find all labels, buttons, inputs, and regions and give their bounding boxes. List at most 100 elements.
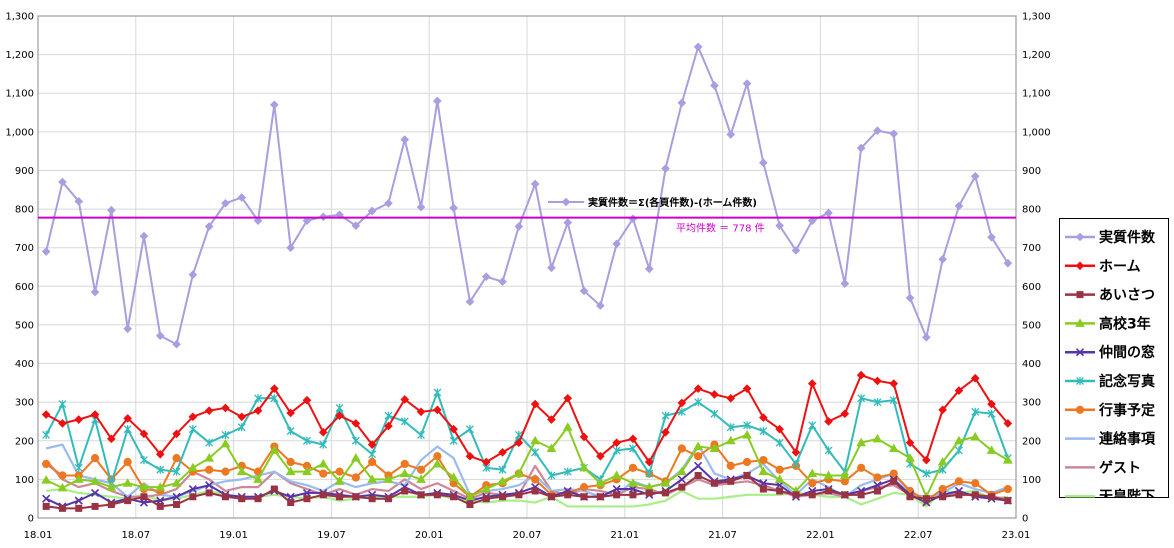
data-point: [124, 497, 132, 505]
data-point: [416, 474, 426, 483]
y-tick-label-left: 1,000: [5, 127, 34, 138]
data-point: [400, 135, 410, 144]
data-point: [726, 461, 735, 470]
data-point: [74, 463, 83, 472]
y-tick-label-left: 600: [15, 282, 34, 293]
data-point: [531, 475, 540, 484]
data-point: [433, 388, 442, 397]
data-point: [139, 456, 148, 465]
data-point: [970, 431, 981, 441]
data-point: [970, 373, 980, 383]
data-point: [497, 476, 508, 485]
data-point: [237, 193, 247, 202]
series-line: [45, 45, 1009, 346]
data-point: [400, 395, 410, 404]
data-point: [514, 438, 524, 448]
data-point: [172, 467, 181, 476]
data-point: [775, 465, 784, 474]
data-point: [155, 331, 165, 341]
data-point: [399, 468, 410, 478]
series-2: [41, 370, 1013, 467]
data-point: [220, 438, 231, 448]
data-point: [776, 487, 784, 495]
data-point: [433, 491, 441, 499]
data-point: [987, 409, 996, 418]
data-point: [1003, 258, 1013, 268]
data-point: [433, 96, 442, 106]
data-point: [825, 487, 833, 495]
data-point: [661, 427, 670, 437]
data-point: [270, 384, 279, 393]
data-point: [562, 422, 573, 431]
data-point: [628, 434, 638, 444]
data-point: [792, 491, 800, 499]
data-point: [368, 450, 377, 459]
series-4: [41, 422, 1013, 501]
data-point: [596, 451, 605, 461]
data-point: [319, 469, 328, 478]
data-point: [677, 98, 687, 108]
data-point: [416, 407, 426, 417]
legend-item: 連絡事項: [1065, 431, 1156, 448]
data-point: [172, 492, 181, 501]
data-point: [873, 487, 881, 495]
data-point: [400, 417, 409, 426]
data-point: [922, 469, 931, 478]
legend-label: 行事予定: [1098, 402, 1155, 419]
data-point: [465, 451, 475, 461]
data-point: [204, 453, 215, 462]
data-point: [205, 481, 214, 490]
data-point: [579, 462, 589, 472]
legend-item: ホーム: [1065, 259, 1141, 275]
data-point: [645, 469, 654, 478]
data-point: [335, 467, 344, 476]
data-point: [710, 81, 719, 90]
data-point: [939, 493, 947, 501]
data-point: [351, 221, 361, 230]
data-point: [123, 414, 132, 423]
data-point: [58, 419, 67, 428]
data-point: [57, 482, 68, 492]
data-point: [269, 445, 280, 454]
data-point: [873, 126, 882, 135]
data-point: [482, 495, 490, 503]
data-point: [513, 468, 524, 478]
data-point: [74, 496, 83, 505]
data-point: [677, 444, 686, 453]
x-tick-label: 23.01: [1002, 530, 1031, 541]
data-point: [221, 403, 230, 413]
data-point: [937, 456, 948, 466]
legend-label: ゲスト: [1099, 459, 1141, 476]
data-point: [237, 412, 247, 422]
data-point: [564, 491, 572, 499]
annotation-group: 実質件数＝Σ(各頁件数)-(ホーム件数): [548, 196, 757, 209]
data-point: [172, 429, 181, 439]
data-point: [481, 457, 491, 467]
data-point: [236, 466, 247, 476]
legend-label: 仲間の窓: [1099, 344, 1155, 361]
data-point: [221, 430, 230, 439]
data-point: [139, 482, 149, 491]
data-point: [188, 484, 197, 494]
data-point: [107, 205, 116, 215]
average-line-group: 平均件数 ＝ 778 件: [38, 216, 1016, 235]
x-tick-label: 18.07: [121, 530, 150, 541]
data-point: [335, 411, 344, 420]
data-point: [253, 474, 263, 483]
data-point: [122, 478, 133, 487]
data-point: [857, 394, 866, 403]
data-point: [872, 433, 883, 443]
data-point: [465, 297, 475, 307]
data-point: [530, 399, 540, 409]
data-point: [726, 423, 735, 432]
data-point: [742, 79, 752, 88]
data-point: [758, 466, 769, 476]
data-point: [107, 434, 116, 444]
x-tick-label: 22.07: [904, 530, 933, 541]
data-point: [1075, 348, 1085, 357]
data-point: [1075, 261, 1085, 271]
data-point: [612, 438, 621, 448]
data-point: [351, 436, 360, 445]
data-point: [384, 198, 393, 208]
